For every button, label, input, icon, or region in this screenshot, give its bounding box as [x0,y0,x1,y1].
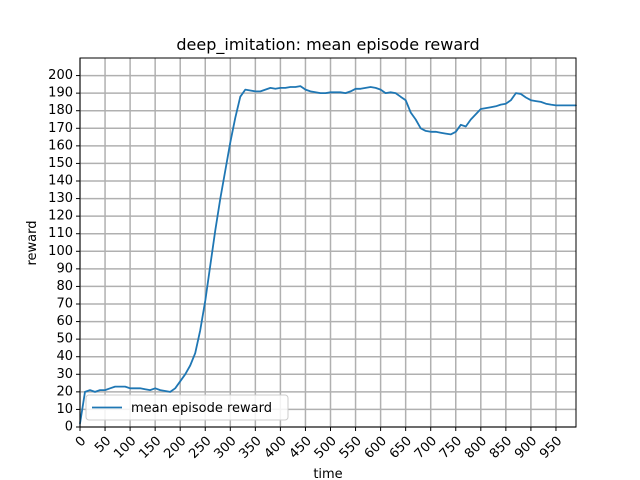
y-tick-label: 110 [48,226,73,241]
series-line [79,85,577,425]
y-tick-label: 20 [56,384,73,399]
y-tick-label: 100 [48,244,73,259]
y-tick-label: 120 [48,209,73,224]
y-tick-label: 160 [48,138,73,153]
y-tick-label: 180 [48,103,73,118]
y-tick-label: 70 [56,297,73,312]
y-tick-label: 200 [48,68,73,83]
y-tick-label: 190 [48,86,73,101]
plot-series [79,85,577,425]
y-tick-label: 140 [48,174,73,189]
legend: mean episode reward [85,394,289,421]
plot-frame [79,57,577,428]
y-tick-label: 50 [56,332,73,347]
legend-box [85,394,289,421]
y-tick-label: 40 [56,349,73,364]
y-tick-label: 0 [65,420,73,435]
y-tick-label: 90 [56,261,73,276]
y-tick-label: 60 [56,314,73,329]
y-tick-label: 80 [56,279,73,294]
y-tick-label: 130 [48,191,73,206]
y-tick-label: 170 [48,121,73,136]
y-axis-label: reward [25,220,40,265]
legend-label: mean episode reward [131,401,272,416]
y-tick-label: 150 [48,156,73,171]
chart-title: deep_imitation: mean episode reward [176,35,479,55]
x-axis-label: time [313,467,342,480]
grid-lines [79,58,576,428]
y-tick-label: 30 [56,367,73,382]
y-tick-label: 10 [56,402,73,417]
y-axis: 0 10 20 30 40 50 60 70 80 90 100 110 120 130 140 150 160… [48,68,80,435]
